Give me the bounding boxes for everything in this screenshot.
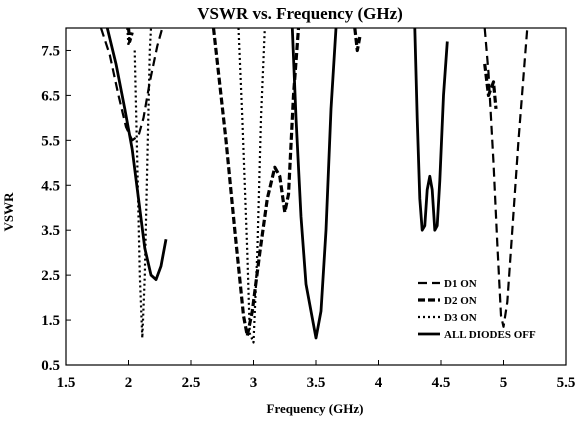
x-tick-label: 5.5 <box>557 375 576 391</box>
y-tick-label: 6.5 <box>41 88 60 104</box>
legend-label: D2 ON <box>444 295 477 307</box>
series-line <box>483 28 529 328</box>
series-line <box>105 28 168 282</box>
x-tick-label: 2 <box>125 375 133 391</box>
x-tick-label: 3 <box>250 375 258 391</box>
series-line <box>99 28 164 142</box>
series-d1-on <box>99 28 529 328</box>
legend-label: ALL DIODES OFF <box>444 329 536 341</box>
series-line <box>483 63 498 110</box>
series-line <box>211 28 301 338</box>
series-line <box>353 28 362 53</box>
series-line <box>237 28 266 344</box>
y-tick-label: 2.5 <box>41 268 60 284</box>
x-axis-title: Frequency (GHz) <box>267 401 364 416</box>
y-tick-label: 3.5 <box>41 223 60 239</box>
x-tick-label: 4 <box>375 375 383 391</box>
x-tick-label: 2.5 <box>182 375 201 391</box>
series-line <box>290 28 338 340</box>
x-tick-label: 5 <box>500 375 508 391</box>
chart-title: VSWR vs. Frequency (GHz) <box>197 4 403 23</box>
y-tick-label: 0.5 <box>41 358 60 374</box>
y-tick-label: 1.5 <box>41 313 60 329</box>
series-layer <box>99 28 529 344</box>
series-line <box>126 28 131 48</box>
x-tick-label: 1.5 <box>57 375 76 391</box>
axes-layer: 1.5 2 2.5 3 3.5 4 4.5 5 5.50.51.52.53.54.55.56.5… <box>41 27 576 391</box>
series-all-diodes-off <box>105 28 449 340</box>
x-tick-label: 4.5 <box>432 375 451 391</box>
x-tick-label: 3.5 <box>307 375 326 391</box>
y-tick-label: 4.5 <box>41 178 60 194</box>
series-line <box>413 28 449 232</box>
series-d3-on <box>126 28 266 344</box>
legend: D1 ON D2 ON D3 ON ALL DIODES OFF <box>418 278 536 341</box>
legend-label: D3 ON <box>444 312 477 324</box>
y-axis-title: VSWR <box>1 192 16 232</box>
legend-label: D1 ON <box>444 278 477 290</box>
y-tick-label: 7.5 <box>41 43 60 59</box>
plot-frame <box>65 27 567 366</box>
y-tick-label: 5.5 <box>41 133 60 149</box>
